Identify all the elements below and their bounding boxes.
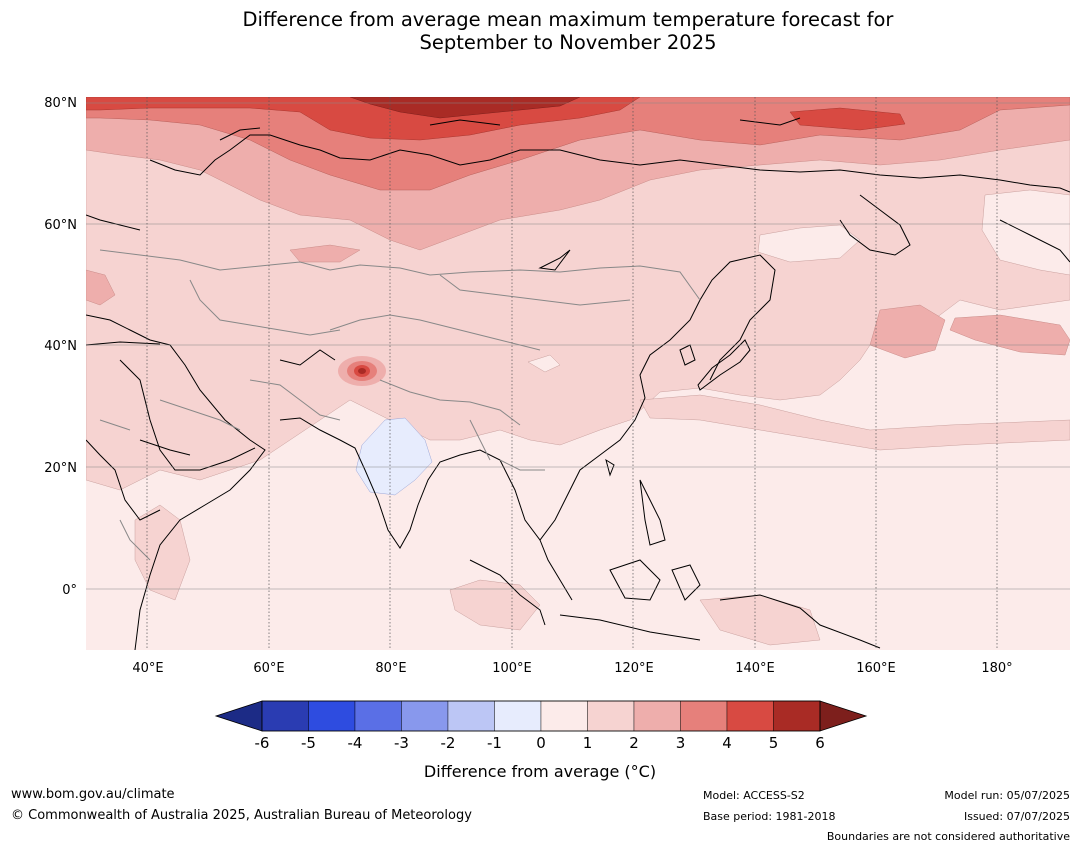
lon-label: 140°E: [735, 661, 775, 676]
colorbar-segment: [447, 700, 495, 732]
country-borders: [99, 249, 701, 561]
lon-label: 120°E: [614, 661, 654, 676]
colorbar-segment: [587, 700, 635, 732]
coastlines: [86, 117, 1070, 650]
anomaly-0-1-china: [527, 354, 561, 373]
lat-label: 0°: [62, 583, 77, 598]
map-panel[interactable]: [86, 97, 1070, 650]
colorbar-segment: [773, 700, 821, 732]
gridlines: [86, 102, 1070, 590]
anomaly-0-1-east-russia: [757, 224, 861, 263]
colorbar-segment: [354, 700, 402, 732]
lat-label: 60°N: [44, 218, 77, 233]
lat-label: 20°N: [44, 461, 77, 476]
latitude-labels: 80°N 60°N 40°N 20°N 0°: [44, 96, 77, 598]
colorbar-label: Difference from average (°C): [424, 762, 656, 781]
colorbar-tick-label: -6: [255, 734, 270, 752]
colorbar-segment: [540, 700, 588, 732]
footer-model-run: Model run: 05/07/2025: [944, 789, 1070, 802]
colorbar-segment: [494, 700, 542, 732]
lon-label: 100°E: [492, 661, 532, 676]
colorbar-tick-label: 6: [815, 734, 825, 752]
footer-model: Model: ACCESS-S2: [703, 789, 805, 802]
anomaly-4-5-east-patch: [789, 107, 906, 131]
colorbar-extend-low: [214, 700, 263, 732]
colorbar-segment: [308, 700, 356, 732]
colorbar-segment: [633, 700, 681, 732]
colorbar-tick-label: 5: [769, 734, 779, 752]
colorbar-tick-label: -2: [441, 734, 456, 752]
footer-url[interactable]: www.bom.gov.au/climate: [11, 787, 175, 802]
colorbar-outline: [261, 700, 821, 732]
colorbar-segment: [401, 700, 449, 732]
colorbar-segment: [680, 700, 728, 732]
footer-copyright: © Commonwealth of Australia 2025, Austra…: [11, 808, 472, 823]
lat-label: 40°N: [44, 339, 77, 354]
colorbar-segment: [726, 700, 774, 732]
lon-label: 40°E: [132, 661, 163, 676]
colorbar-tick-label: 4: [722, 734, 732, 752]
colorbar-tick-label: 0: [536, 734, 546, 752]
title-line-2: September to November 2025: [419, 31, 717, 54]
lat-label: 80°N: [44, 96, 77, 111]
lon-label: 80°E: [375, 661, 406, 676]
anomaly-1-2-pacific: [639, 394, 1070, 451]
title-line-1: Difference from average mean maximum tem…: [242, 8, 894, 31]
colorbar-segment: [261, 700, 309, 732]
lon-label: 180°: [981, 661, 1012, 676]
lon-label: 160°E: [856, 661, 896, 676]
colorbar: -6 -5 -4 -3 -2 -1 0 1 2 3 4 5 6: [214, 700, 868, 752]
colorbar-tick-label: -4: [348, 734, 363, 752]
longitude-labels: 40°E 60°E 80°E 100°E 120°E 140°E 160°E 1…: [132, 661, 1012, 676]
anomaly-tibet-core: [358, 368, 366, 374]
anomaly-2-3-central-patch: [289, 244, 361, 263]
colorbar-extend-high: [819, 700, 868, 732]
colorbar-tick-label: 2: [629, 734, 639, 752]
anomaly-2-3-west-patch: [86, 269, 116, 306]
chart-title: Difference from average mean maximum tem…: [0, 8, 1081, 54]
colorbar-tick-label: 1: [583, 734, 593, 752]
anomaly-5-6-region: [349, 97, 581, 119]
footer-base-period: Base period: 1981-2018: [703, 810, 836, 823]
meridians: [146, 97, 998, 650]
lon-label: 60°E: [253, 661, 284, 676]
colorbar-tick-label: -3: [394, 734, 409, 752]
colorbar-tick-label: -1: [487, 734, 502, 752]
anomaly-1-2-africa: [134, 504, 191, 601]
colorbar-tick-label: 3: [676, 734, 686, 752]
footer-disclaimer: Boundaries are not considered authoritat…: [826, 830, 1070, 843]
colorbar-tick-label: -5: [301, 734, 316, 752]
footer-issued: Issued: 07/07/2025: [963, 810, 1070, 823]
